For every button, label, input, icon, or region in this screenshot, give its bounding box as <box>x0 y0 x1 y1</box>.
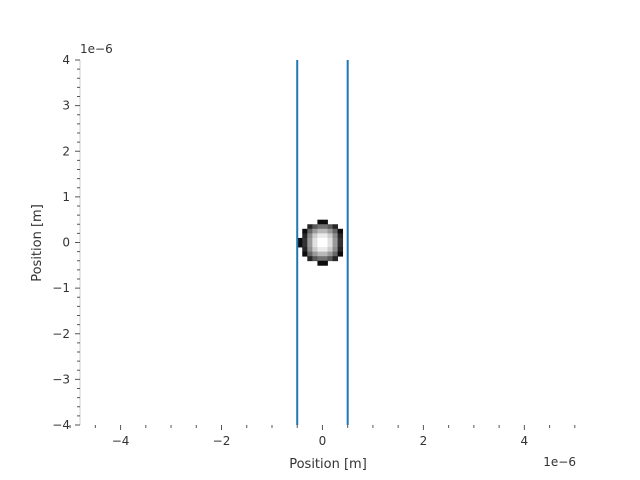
heatmap-cell <box>312 247 318 253</box>
heatmap-cell <box>322 219 328 225</box>
y-tick-label: 1 <box>62 190 70 204</box>
intensity-spot <box>297 219 344 266</box>
x-tick-label: −2 <box>213 434 231 448</box>
x-tick-label: 0 <box>319 434 327 448</box>
heatmap-cell <box>312 224 318 230</box>
heatmap-cell <box>317 251 323 257</box>
heatmap-cell <box>312 228 318 234</box>
heatmap-cell <box>332 251 338 257</box>
heatmap-cell <box>297 237 303 243</box>
heatmap-cell <box>317 233 323 239</box>
heatmap-cell <box>327 237 333 243</box>
heatmap-cell <box>337 233 344 239</box>
heatmap-cell <box>332 224 338 230</box>
y-offset-label: 1e−6 <box>80 42 113 56</box>
heatmap-cell <box>322 256 328 262</box>
heatmap-cell <box>322 247 328 253</box>
heatmap-cell <box>312 233 318 239</box>
y-axis-label: Position [m] <box>30 204 45 282</box>
heatmap-cell <box>307 228 313 234</box>
heatmap-cell <box>327 228 333 234</box>
heatmap-cell <box>302 251 308 257</box>
heatmap-cell <box>317 247 323 253</box>
boundary-lines <box>296 60 349 425</box>
heatmap-cell <box>332 247 338 253</box>
heatmap-cell <box>322 260 328 266</box>
heatmap-cell <box>332 233 338 239</box>
heatmap-cell <box>322 251 328 257</box>
heatmap-cell <box>332 228 338 234</box>
heatmap-cell <box>322 228 328 234</box>
heatmap-cell <box>317 242 323 248</box>
x-tick-label: 2 <box>420 434 428 448</box>
heatmap-cell <box>327 224 333 230</box>
heatmap-cell <box>302 247 308 253</box>
heatmap-cell <box>307 247 313 253</box>
y-tick-label: −3 <box>52 372 70 386</box>
heatmap-cell <box>307 251 313 257</box>
heatmap-cell <box>327 251 333 257</box>
y-tick-label: −2 <box>52 327 70 341</box>
heatmap-cell <box>307 242 313 248</box>
x-axis-label: Position [m] <box>289 457 367 472</box>
heatmap-cell <box>337 242 344 248</box>
y-tick-label: −1 <box>52 281 70 295</box>
heatmap-cell <box>322 237 328 243</box>
heatmap-cell <box>332 256 338 262</box>
heatmap-cell <box>317 256 323 262</box>
heatmap-cell <box>327 247 333 253</box>
heatmap-cell <box>322 224 328 230</box>
heatmap-cell <box>327 233 333 239</box>
x-tick-label: −4 <box>112 434 130 448</box>
x-tick-label: 4 <box>521 434 529 448</box>
heatmap-cell <box>327 242 333 248</box>
heatmap-cell <box>302 233 308 239</box>
y-tick-label: 3 <box>62 99 70 113</box>
y-tick-label: 4 <box>62 53 70 67</box>
y-tick-label: 2 <box>62 144 70 158</box>
heatmap-cell <box>337 247 344 253</box>
x-axis-ticks: −4 −2 0 2 4 <box>69 425 576 448</box>
heatmap-cell <box>322 242 328 248</box>
heatmap-cell <box>312 251 318 257</box>
heatmap-cell <box>307 237 313 243</box>
heatmap-cell <box>337 237 344 243</box>
x-offset-label: 1e−6 <box>543 455 576 469</box>
heatmap-cell <box>317 224 323 230</box>
heatmap-cell <box>317 228 323 234</box>
heatmap-cell <box>302 242 308 248</box>
heatmap-cell <box>302 228 308 234</box>
heatmap-cell <box>307 256 313 262</box>
y-tick-label: 0 <box>62 236 70 250</box>
heatmap-cell <box>302 237 308 243</box>
heatmap-cell <box>297 242 303 248</box>
heatmap-cell <box>322 233 328 239</box>
heatmap-cell <box>327 256 333 262</box>
heatmap-cell <box>317 237 323 243</box>
heatmap-cell <box>312 242 318 248</box>
heatmap-cell <box>307 224 313 230</box>
heatmap-cell <box>312 256 318 262</box>
heatmap-cell <box>332 242 338 248</box>
heatmap-cell <box>317 219 323 225</box>
heatmap-cell <box>317 260 323 266</box>
y-tick-label: −4 <box>52 418 70 432</box>
heatmap-cell <box>337 251 344 257</box>
heatmap-cell <box>312 237 318 243</box>
heatmap-cell <box>332 237 338 243</box>
heatmap-cell <box>337 228 344 234</box>
y-axis-ticks: 4 3 2 1 0 −1 −2 −3 −4 <box>52 53 80 432</box>
heatmap-cell <box>307 233 313 239</box>
